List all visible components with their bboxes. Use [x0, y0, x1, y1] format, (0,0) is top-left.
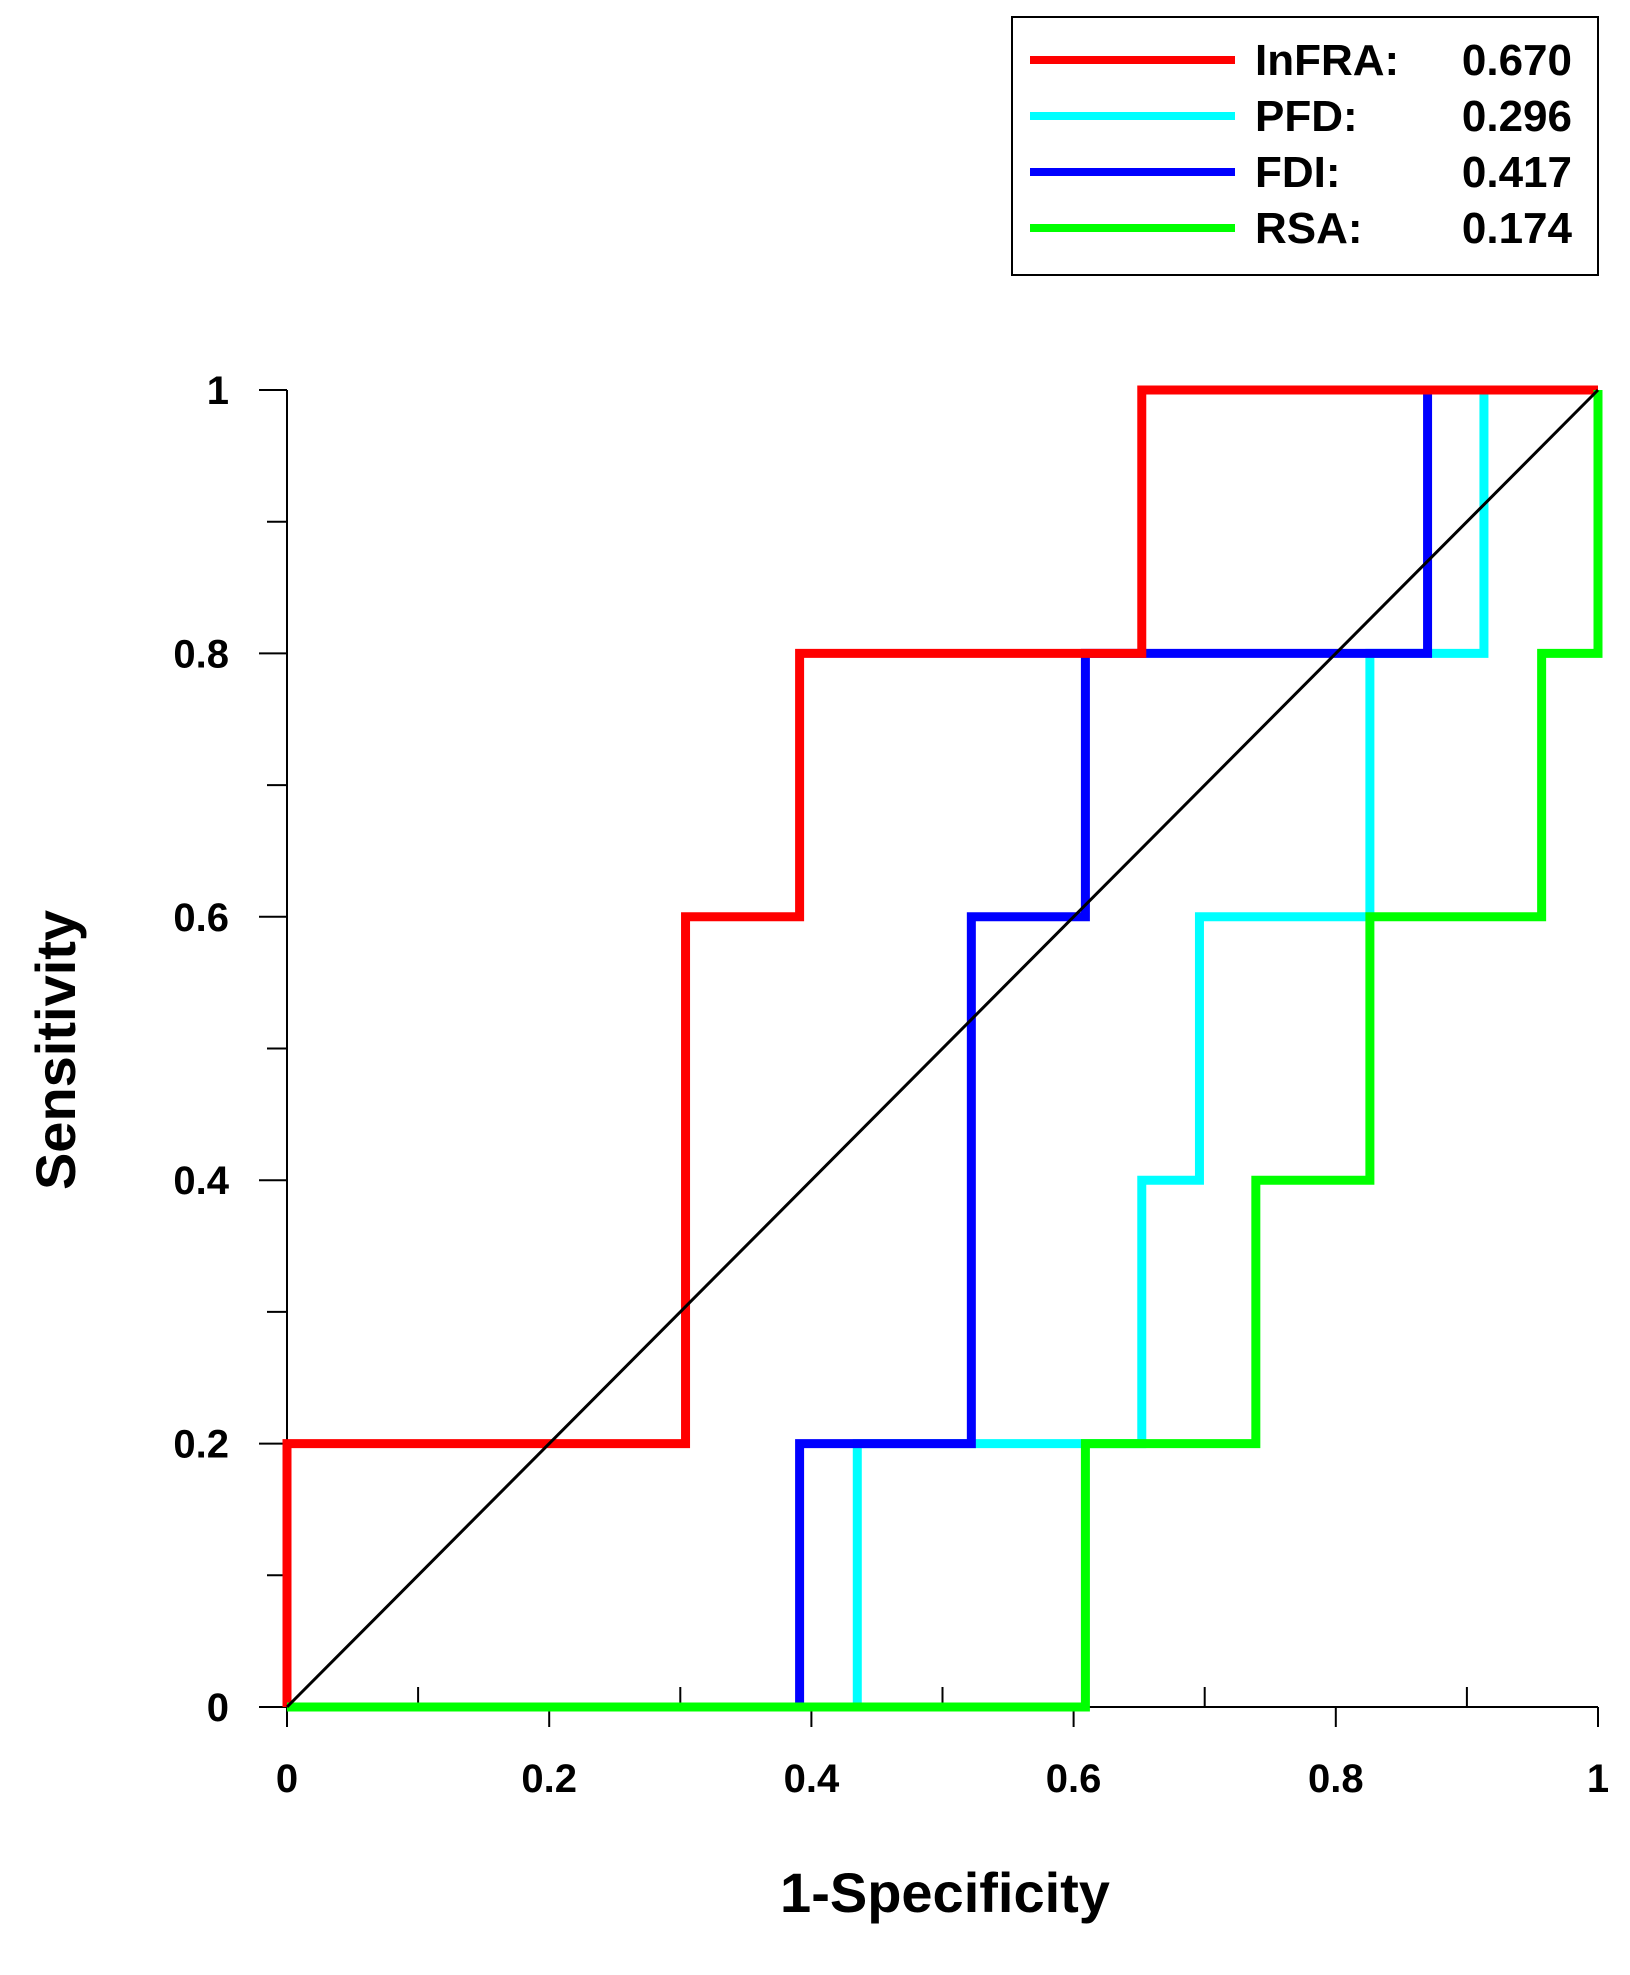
legend-label-pfd: PFD:	[1255, 92, 1358, 141]
x-tick-label: 0.6	[1046, 1757, 1102, 1801]
x-axis-title: 1-Specificity	[780, 1861, 1110, 1924]
series-layer	[282, 385, 1603, 1712]
x-tick-label: 0.2	[521, 1757, 577, 1801]
legend-items: InFRA: 0.670 PFD: 0.296 FDI: 0.417 RSA: 0.174	[1030, 36, 1573, 253]
legend-label-fdi: FDI:	[1255, 148, 1341, 197]
y-tick-label: 0.6	[173, 896, 229, 940]
legend-auc-rsa: 0.174	[1462, 204, 1573, 253]
y-axis-title: Sensitivity	[24, 910, 87, 1190]
legend-label-rsa: RSA:	[1255, 204, 1363, 253]
x-tick-label: 0	[276, 1757, 298, 1801]
legend-label-infra: InFRA:	[1255, 36, 1399, 85]
diagonal-reference-line	[285, 388, 1600, 1709]
series-line-rsa	[287, 390, 1603, 1712]
legend-auc-pfd: 0.296	[1462, 92, 1572, 141]
legend-auc-fdi: 0.417	[1462, 148, 1572, 197]
y-tick-label: 0.8	[173, 632, 229, 676]
x-tick-label: 0.8	[1308, 1757, 1364, 1801]
y-tick-label: 1	[207, 369, 229, 413]
series-line-pfd	[287, 385, 1598, 1712]
series-line-infra	[282, 385, 1598, 1707]
legend: InFRA: 0.670 PFD: 0.296 FDI: 0.417 RSA: 0.174	[1011, 16, 1599, 276]
x-tick-label: 0.4	[784, 1757, 840, 1801]
legend-auc-infra: 0.670	[1462, 36, 1572, 85]
ticks-layer: 0 0.2 0.4 0.6 0.8 1 0 0.2 0.4 0.6 0.8 1	[173, 369, 1609, 1801]
y-tick-label: 0.4	[173, 1159, 229, 1203]
series-line-fdi	[287, 385, 1598, 1712]
y-tick-label: 0.2	[173, 1423, 229, 1467]
y-tick-label: 0	[207, 1686, 229, 1730]
x-tick-label: 1	[1587, 1757, 1609, 1801]
